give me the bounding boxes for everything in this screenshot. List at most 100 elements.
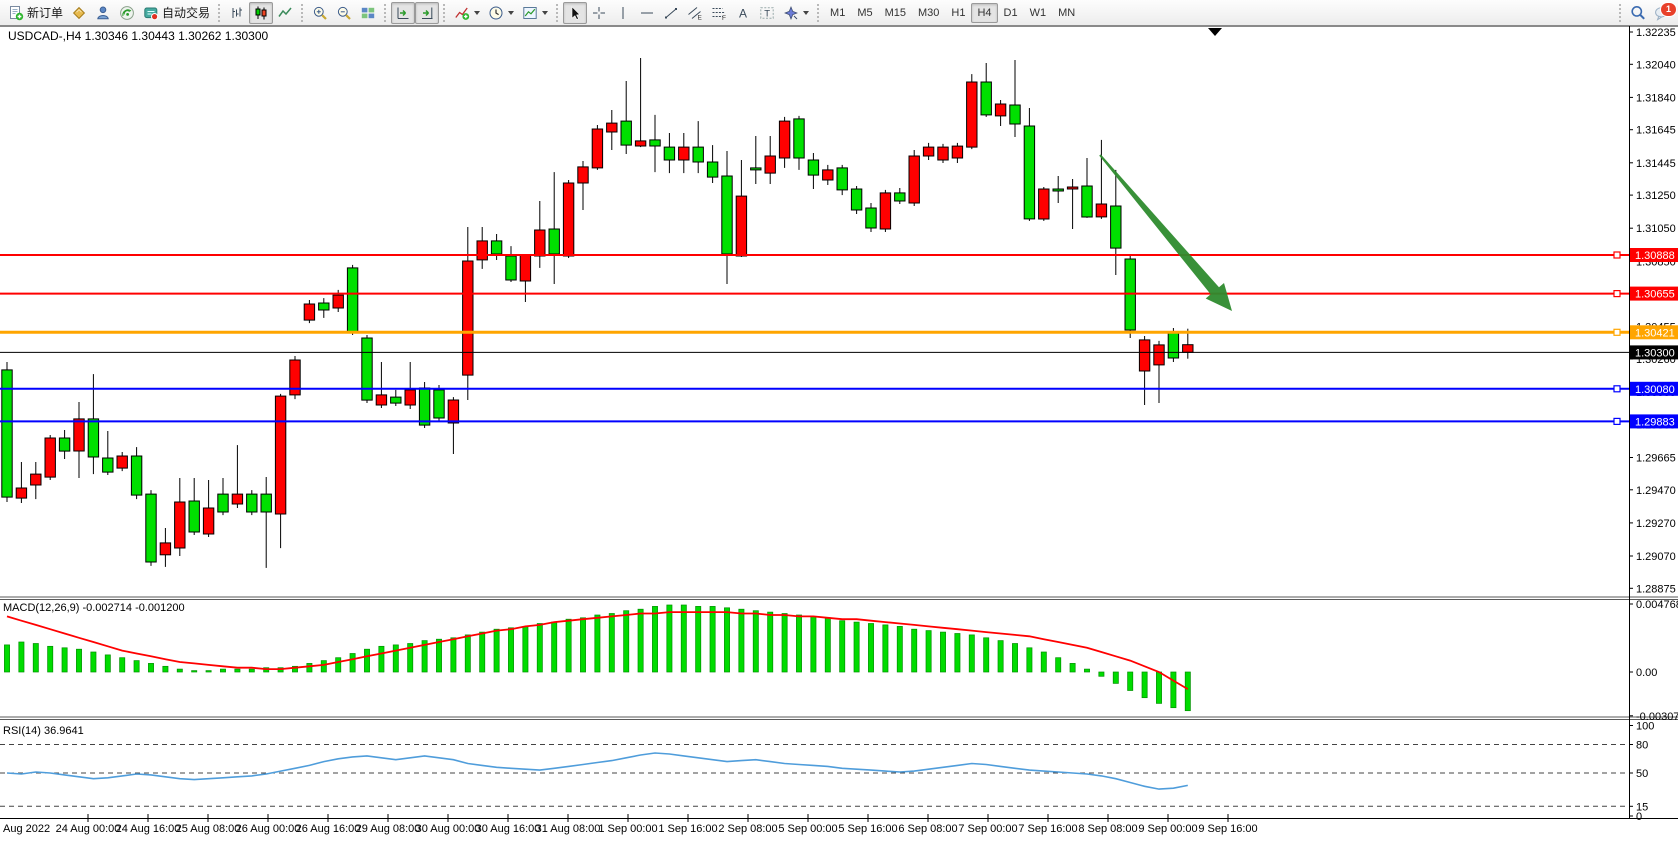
indicators-button[interactable]	[450, 2, 484, 24]
candle	[87, 374, 100, 475]
candle	[202, 480, 215, 537]
search-button[interactable]	[1626, 2, 1650, 24]
tf-h4-button[interactable]: H4	[971, 2, 998, 23]
tile-windows-button[interactable]	[356, 2, 380, 24]
macd-bar	[911, 628, 918, 673]
auto-scroll-button[interactable]	[391, 1, 416, 24]
price-badge-text: 1.30300	[1635, 347, 1675, 359]
crosshair-button[interactable]	[587, 2, 611, 24]
tf-h1-button[interactable]: H1	[945, 3, 971, 23]
price-badge-text: 1.30655	[1635, 289, 1675, 301]
tile-windows-icon	[360, 5, 376, 21]
candle	[15, 462, 28, 503]
macd-bar	[1170, 671, 1177, 709]
notification-badge: 1	[1660, 1, 1677, 17]
tf-w1-button[interactable]: W1	[1024, 3, 1053, 23]
candle	[980, 63, 992, 117]
candle	[894, 188, 906, 204]
templates-button[interactable]	[518, 2, 552, 24]
macd-bar	[551, 621, 558, 673]
text-label-button[interactable]: T	[755, 2, 779, 24]
candlestick-chart-button[interactable]	[249, 1, 274, 24]
equidistant-channel-button[interactable]: E	[683, 2, 707, 24]
candle	[58, 430, 71, 459]
tf-m5-button[interactable]: M5	[851, 3, 878, 23]
cursor-button[interactable]	[563, 1, 588, 24]
price-axis[interactable]: 1.32235 1.32040 1.31840 1.31645 1.31445 1.312…	[1629, 26, 1678, 823]
macd-bar	[796, 614, 802, 673]
line-handle[interactable]	[1613, 385, 1621, 393]
fibonacci-button[interactable]: F	[707, 2, 731, 24]
toolbar-group-chart-type	[214, 0, 297, 25]
chart-shift-icon	[419, 5, 435, 21]
tf-m15-button[interactable]: M15	[879, 3, 912, 23]
rsi-line	[6, 752, 1188, 790]
macd-bar	[464, 634, 471, 673]
line-chart-button[interactable]	[273, 2, 297, 24]
macd-bar	[248, 668, 255, 673]
tf-m30-button[interactable]: M30	[912, 3, 945, 23]
tf-mn-label: MN	[1058, 6, 1076, 19]
price-tick: 1.31250	[1636, 190, 1676, 202]
macd-bar	[47, 645, 54, 673]
macd-bar	[1141, 671, 1148, 699]
candle	[260, 477, 272, 568]
trendline-button[interactable]	[659, 2, 683, 24]
tf-d1-button[interactable]: D1	[998, 3, 1024, 23]
macd-bar	[450, 637, 457, 673]
symbols-button[interactable]	[67, 2, 91, 24]
templates-icon	[522, 5, 538, 21]
rsi-axis-tick: 80	[1636, 740, 1648, 752]
macd-bar	[695, 606, 702, 673]
line-handle[interactable]	[1613, 251, 1621, 259]
line-handle[interactable]	[1613, 417, 1621, 425]
line-handle[interactable]	[1613, 328, 1621, 336]
chart-window[interactable]: 1.32235 1.32040 1.31840 1.31645 1.31445 1.312…	[0, 26, 1678, 840]
tf-mn-button[interactable]: MN	[1052, 3, 1081, 23]
arrows-button[interactable]	[779, 2, 813, 24]
trend-arrow[interactable]	[1099, 154, 1232, 311]
price-tick: 1.29070	[1636, 551, 1676, 563]
navigator-button[interactable]	[91, 2, 115, 24]
candle	[1124, 255, 1136, 338]
periods-button[interactable]	[484, 2, 518, 24]
candle	[750, 136, 762, 184]
macd-bar	[882, 624, 889, 673]
candle	[1081, 158, 1093, 218]
time-tick: 26 Aug 16:00	[296, 823, 361, 835]
price-lines-layer[interactable]	[0, 251, 1629, 425]
zoom-out-button[interactable]	[332, 2, 356, 24]
candle	[577, 161, 589, 210]
terminal-button[interactable]	[115, 2, 139, 24]
vertical-line-button[interactable]	[611, 2, 635, 24]
macd-bar	[133, 660, 140, 673]
text-button[interactable]: A	[731, 2, 755, 24]
autotrading-button[interactable]: 自动交易	[139, 2, 214, 24]
zoom-in-icon	[312, 5, 328, 21]
macd-signal-line	[6, 611, 1189, 690]
macd-bar	[781, 613, 788, 673]
macd-bar	[680, 604, 687, 673]
candle	[922, 142, 935, 160]
horizontal-line-button[interactable]	[635, 2, 659, 24]
zoom-in-button[interactable]	[308, 2, 332, 24]
candle	[274, 393, 287, 549]
chart-shift-button[interactable]	[415, 1, 440, 24]
new-order-button[interactable]: 新订单	[4, 2, 67, 24]
time-tick: 24 Aug 00:00	[56, 823, 121, 835]
time-tick: 6 Sep 08:00	[898, 823, 957, 835]
scroll-marker-icon[interactable]	[1208, 28, 1222, 36]
price-badge	[1630, 414, 1678, 429]
macd-bar	[522, 626, 529, 673]
macd-bar	[61, 647, 68, 673]
candle	[346, 264, 359, 335]
text-label-icon: T	[759, 5, 775, 21]
svg-text:F: F	[722, 15, 726, 21]
line-handle[interactable]	[1613, 290, 1621, 298]
bar-chart-button[interactable]	[225, 2, 249, 24]
candle	[1153, 340, 1165, 403]
tf-m1-button[interactable]: M1	[824, 3, 851, 23]
notifications-button[interactable]: 1	[1650, 1, 1677, 24]
chart-canvas[interactable]: 1.32235 1.32040 1.31840 1.31645 1.31445 1.312…	[0, 26, 1678, 840]
